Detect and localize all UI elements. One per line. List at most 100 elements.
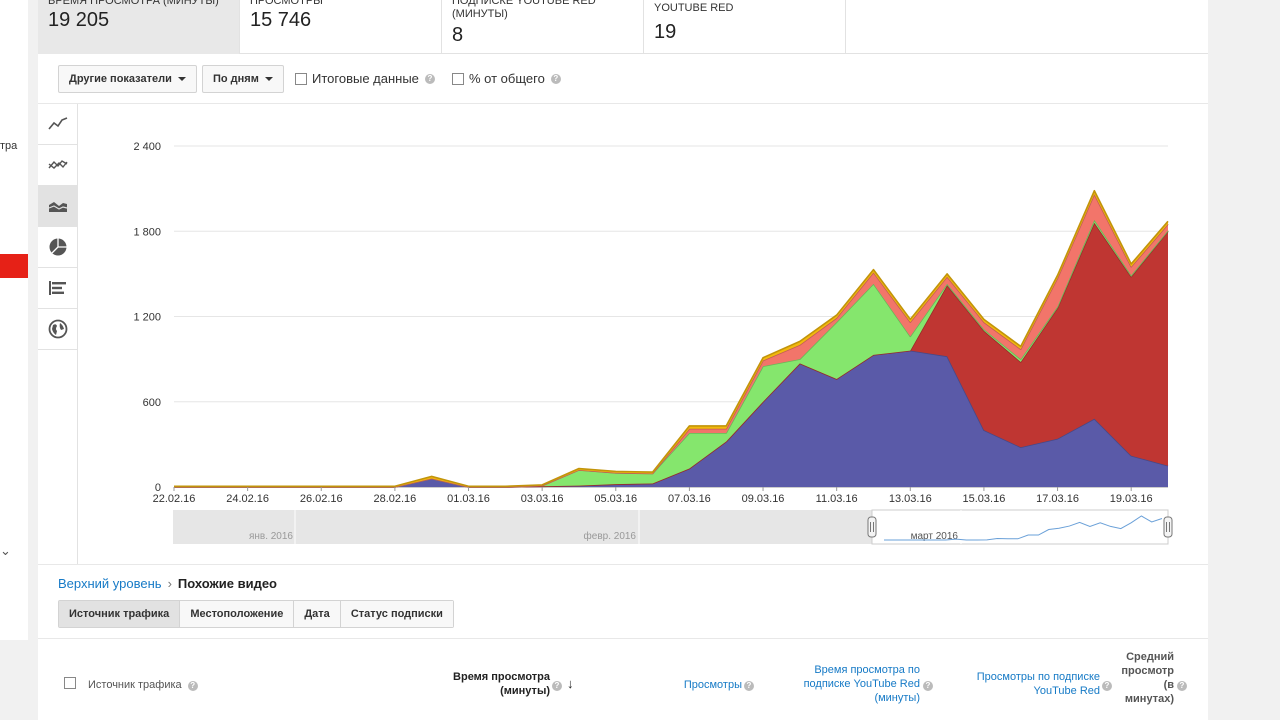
navigator-sparkline <box>884 515 1163 541</box>
header-traffic-source-label: Источник трафика <box>88 679 182 691</box>
totals-label: Итоговые данные <box>312 71 419 86</box>
multi-line-chart-button[interactable] <box>38 145 77 186</box>
help-icon[interactable]: ? <box>744 681 754 691</box>
line-chart-button[interactable] <box>38 104 77 145</box>
line-chart-icon <box>47 117 67 130</box>
stacked-area-chart-button[interactable] <box>38 186 77 227</box>
table-divider <box>38 638 1208 639</box>
area-chart-icon <box>48 202 67 212</box>
metric-watch-time[interactable]: ВРЕМЯ ПРОСМОТРА (МИНУТЫ) 19 205 <box>38 0 240 54</box>
tab-traffic-source[interactable]: Источник трафика <box>59 601 181 627</box>
granularity-dropdown[interactable]: По дням <box>202 65 284 93</box>
percent-checkbox[interactable]: % от общего ? <box>452 71 561 86</box>
bar-chart-button[interactable] <box>38 268 77 309</box>
caret-down-icon <box>264 77 273 82</box>
checkbox-box[interactable] <box>452 72 464 85</box>
header-watch-time-tools: ? ↓ <box>552 677 574 692</box>
navigator-handle-left[interactable] <box>867 516 877 538</box>
sidebar-active-indicator[interactable] <box>0 254 28 278</box>
metric-value: 19 205 <box>48 9 110 31</box>
navigator-month-label: янв. 2016 <box>249 531 293 542</box>
help-icon[interactable]: ? <box>424 73 435 84</box>
x-tick-label: 13.03.16 <box>889 493 932 505</box>
help-icon[interactable]: ? <box>552 681 562 691</box>
map-chart-button[interactable] <box>38 309 77 350</box>
series-area-0[interactable] <box>174 350 1168 487</box>
header-traffic-source[interactable]: Источник трафика? <box>88 678 198 692</box>
tab-subscription-status[interactable]: Статус подписки <box>340 601 453 627</box>
header-red-views[interactable]: Просмотры по подписке YouTube Red <box>976 671 1100 697</box>
pie-chart-button[interactable] <box>38 227 77 268</box>
header-red-views-help: ? <box>1102 678 1112 692</box>
x-tick-label: 09.03.16 <box>742 493 785 505</box>
x-tick-label: 28.02.16 <box>373 493 416 505</box>
tab-location[interactable]: Местоположение <box>180 601 295 627</box>
analytics-panel: ВРЕМЯ ПРОСМОТРА (МИНУТЫ) 19 205 ПРОСМОТР… <box>38 0 1208 720</box>
header-views-help: ? <box>744 678 754 692</box>
globe-icon <box>48 319 67 339</box>
chart-areas <box>174 189 1169 488</box>
section-divider <box>38 564 1208 565</box>
metric-value: 19 <box>654 21 677 43</box>
metric-label: ВРЕМЯ ПРОСМОТРА (МИНУТЫ) <box>48 0 219 7</box>
series-area-1[interactable] <box>174 222 1168 487</box>
series-line-4 <box>174 189 1169 488</box>
chart-navigator[interactable]: янв. 2016 февр. 2016 март 2016 <box>173 509 1173 545</box>
x-tick-label: 01.03.16 <box>447 493 490 505</box>
metric-label: ПОДПИСКЕ YOUTUBE RED (МИНУТЫ) <box>452 0 596 20</box>
header-red-watch-time[interactable]: Время просмотра по подписке YouTube Red … <box>803 664 920 704</box>
breadcrumb: Верхний уровень › Похожие видео <box>58 576 277 591</box>
pie-chart-icon <box>49 238 66 256</box>
traffic-chart: 0 600 1 200 1 800 2 400 22.02.16 24.02.16 26.02… <box>133 141 1173 545</box>
x-tick-label: 19.03.16 <box>1110 493 1153 505</box>
granularity-label: По дням <box>213 73 259 85</box>
dimension-tabs: Источник трафика Местоположение Дата Ста… <box>58 600 454 628</box>
sort-desc-arrow-icon[interactable]: ↓ <box>567 676 574 691</box>
bar-chart-icon <box>48 281 66 295</box>
other-metrics-label: Другие показатели <box>69 73 172 85</box>
help-icon[interactable]: ? <box>923 681 933 691</box>
help-icon[interactable]: ? <box>1102 681 1112 691</box>
metric-views[interactable]: ПРОСМОТРЫ 15 746 <box>240 0 442 54</box>
metric-value: 15 746 <box>250 9 312 31</box>
select-all-checkbox[interactable] <box>64 677 76 693</box>
header-avg-view-duration[interactable]: Средний просмотр (в минутах) <box>1121 651 1174 705</box>
metric-value: 8 <box>452 24 464 46</box>
totals-checkbox[interactable]: Итоговые данные ? <box>295 71 435 86</box>
metric-red-watch-time[interactable]: ПОДПИСКЕ YOUTUBE RED (МИНУТЫ) 8 <box>442 0 644 54</box>
checkbox-box[interactable] <box>295 72 307 85</box>
caret-down-icon <box>177 77 186 82</box>
chart-type-column-filler <box>38 350 78 564</box>
navigator-month-label: март 2016 <box>911 531 959 542</box>
x-tick-label: 26.02.16 <box>300 493 343 505</box>
header-avg-help: ? <box>1177 678 1187 692</box>
x-tick-label: 24.02.16 <box>226 493 269 505</box>
header-watch-time[interactable]: Время просмотра (минуты) <box>453 671 550 697</box>
metric-red-views[interactable]: YOUTUBE RED 19 <box>644 0 846 54</box>
breadcrumb-current: Похожие видео <box>177 576 277 591</box>
header-views[interactable]: Просмотры <box>683 679 742 691</box>
help-icon[interactable]: ? <box>1177 681 1187 691</box>
chevron-down-icon[interactable]: ⌄ <box>0 543 11 558</box>
tab-date[interactable]: Дата <box>294 601 341 627</box>
help-icon[interactable]: ? <box>187 681 198 691</box>
metric-label: YOUTUBE RED <box>654 2 734 14</box>
x-tick-label: 17.03.16 <box>1036 493 1079 505</box>
breadcrumb-root-link[interactable]: Верхний уровень <box>58 576 162 591</box>
y-tick-label: 1 200 <box>133 312 161 324</box>
x-tick-label: 03.03.16 <box>521 493 564 505</box>
navigator-handle-right[interactable] <box>1163 516 1173 538</box>
percent-label: % от общего <box>469 71 545 86</box>
navigator-month-label: февр. 2016 <box>584 530 637 542</box>
x-tick-label: 07.03.16 <box>668 493 711 505</box>
other-metrics-dropdown[interactable]: Другие показатели <box>58 65 197 93</box>
multi-line-chart-icon <box>47 160 68 169</box>
header-red-watch-time-help: ? <box>923 678 933 692</box>
help-icon[interactable]: ? <box>550 73 561 84</box>
y-tick-label: 600 <box>143 397 161 409</box>
x-tick-label: 05.03.16 <box>594 493 637 505</box>
chart-toolbar: Другие показатели По дням Итоговые данны… <box>38 54 1208 104</box>
breadcrumb-separator: › <box>167 576 172 591</box>
x-tick-label: 22.02.16 <box>153 493 196 505</box>
y-tick-label: 1 800 <box>133 226 161 238</box>
